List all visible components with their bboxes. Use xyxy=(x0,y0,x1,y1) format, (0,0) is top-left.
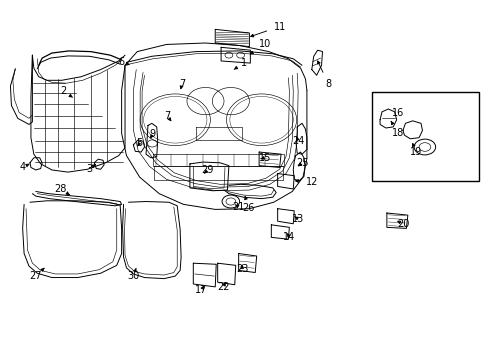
Text: 9: 9 xyxy=(149,129,156,139)
Text: 4: 4 xyxy=(20,162,29,172)
Text: 16: 16 xyxy=(391,108,404,118)
Bar xyxy=(371,92,478,181)
Text: 8: 8 xyxy=(317,61,331,89)
Text: 10: 10 xyxy=(250,40,270,54)
Text: 27: 27 xyxy=(29,268,44,281)
Text: 12: 12 xyxy=(295,177,317,187)
Text: 29: 29 xyxy=(202,165,214,175)
Text: 22: 22 xyxy=(216,282,229,292)
Text: 30: 30 xyxy=(127,268,139,281)
Text: 18: 18 xyxy=(390,121,404,138)
Text: 28: 28 xyxy=(54,184,69,195)
Text: 26: 26 xyxy=(242,196,254,213)
Text: 25: 25 xyxy=(295,158,307,168)
Text: 7: 7 xyxy=(164,111,170,121)
Text: 5: 5 xyxy=(136,138,142,148)
Text: 17: 17 xyxy=(195,285,207,296)
Text: 20: 20 xyxy=(396,219,408,229)
Text: 21: 21 xyxy=(232,202,244,212)
Text: 13: 13 xyxy=(291,214,304,224)
Text: 15: 15 xyxy=(258,153,271,163)
Text: 11: 11 xyxy=(250,22,285,37)
Text: 3: 3 xyxy=(86,163,95,174)
Text: 6: 6 xyxy=(118,57,129,67)
Text: 14: 14 xyxy=(283,232,295,242)
Text: 7: 7 xyxy=(179,79,185,89)
Text: 1: 1 xyxy=(234,58,246,69)
Text: 19: 19 xyxy=(409,144,422,157)
Text: 23: 23 xyxy=(235,264,248,274)
Text: 2: 2 xyxy=(60,86,72,97)
Text: 24: 24 xyxy=(291,136,304,146)
